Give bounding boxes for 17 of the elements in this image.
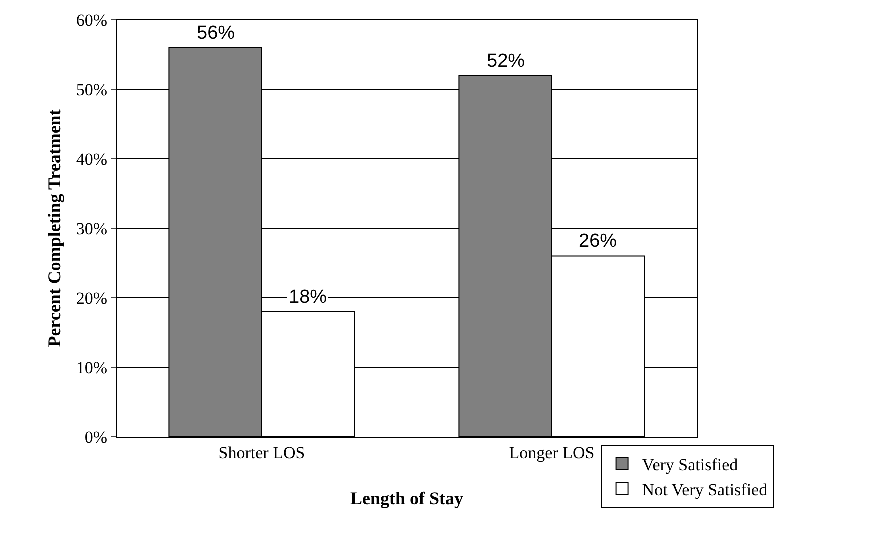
x-tick-label: Longer LOS [509, 443, 595, 462]
data-label: 26% [579, 231, 618, 252]
y-axis-title: Percent Completing Treatment [44, 110, 65, 348]
y-tick-label: 20% [76, 288, 108, 308]
data-label: 18% [289, 287, 328, 308]
y-tick-label: 50% [76, 80, 108, 100]
x-tick-label: Shorter LOS [218, 443, 306, 462]
legend-label: Very Satisfied [642, 456, 739, 475]
data-label: 56% [197, 23, 236, 44]
y-tick-label: 10% [76, 358, 108, 378]
legend-label: Not Very Satisfied [642, 480, 768, 500]
y-tick-label: 0% [84, 428, 108, 447]
y-tick-label: 60% [76, 10, 108, 30]
data-label: 52% [487, 51, 526, 72]
y-tick-label: 40% [76, 150, 108, 169]
y-tick-label: 30% [76, 219, 108, 238]
x-axis-title: Length of Stay [350, 488, 464, 508]
